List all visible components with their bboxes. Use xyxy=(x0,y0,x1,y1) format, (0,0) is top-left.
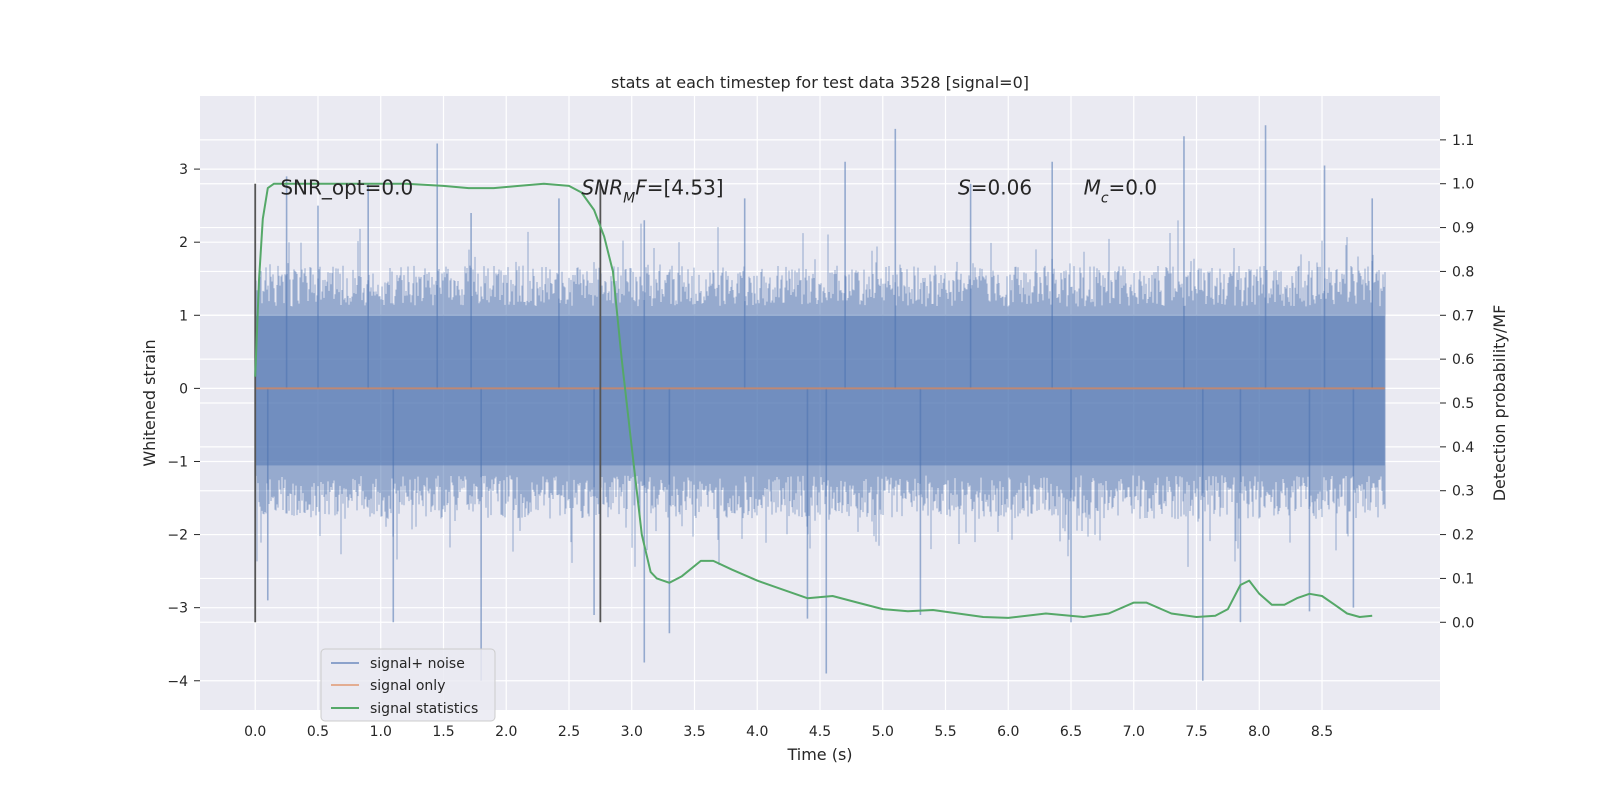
y2-tick-label: 0.9 xyxy=(1452,221,1474,237)
legend-label-signal-only: signal only xyxy=(370,678,445,694)
annotation: S=0.06 xyxy=(958,176,1032,200)
chart-title: stats at each timestep for test data 352… xyxy=(611,73,1029,92)
legend-label-signal-plus-noise: signal+ noise xyxy=(370,656,465,672)
annotation: SNR_opt=0.0 xyxy=(280,176,413,200)
annotation: Mc=0.0 xyxy=(1084,176,1158,207)
x-tick-label: 0.0 xyxy=(244,724,266,740)
x-axis-label: Time (s) xyxy=(786,745,852,764)
y-axis-ticks: 3 2 1 0 −1 −2 −3 −4 xyxy=(167,162,200,690)
legend-label-signal-statistics: signal statistics xyxy=(370,701,478,717)
x-tick-label: 8.0 xyxy=(1248,724,1270,740)
y-tick-label: −3 xyxy=(167,601,188,617)
x-tick-label: 0.5 xyxy=(307,724,329,740)
x-tick-label: 5.5 xyxy=(934,724,956,740)
annotations: SNR_opt=0.0 SNRMF=[4.53] S=0.06 Mc=0.0 xyxy=(280,176,1157,207)
y2-tick-label: 1.0 xyxy=(1452,177,1474,193)
x-tick-label: 6.5 xyxy=(1060,724,1082,740)
y-tick-label: −2 xyxy=(167,528,188,544)
y2-tick-label: 0.4 xyxy=(1452,440,1474,456)
signal-statistics-series xyxy=(254,182,1373,619)
legend: signal+ noise signal only signal statist… xyxy=(320,648,496,722)
vertical-markers xyxy=(254,183,602,623)
y2-tick-label: 1.1 xyxy=(1452,133,1474,149)
x-tick-label: 7.5 xyxy=(1185,724,1207,740)
y-tick-label: 3 xyxy=(179,162,188,178)
x-tick-label: 6.0 xyxy=(997,724,1019,740)
y2-tick-label: 0.6 xyxy=(1452,352,1474,368)
y2-tick-label: 0.1 xyxy=(1452,571,1474,587)
y2-tick-label: 0.8 xyxy=(1452,264,1474,280)
x-tick-label: 4.0 xyxy=(746,724,768,740)
y2-tick-label: 0.0 xyxy=(1452,615,1474,631)
y-tick-label: −4 xyxy=(167,674,188,690)
x-tick-label: 8.5 xyxy=(1311,724,1333,740)
y2-tick-label: 0.5 xyxy=(1452,396,1474,412)
y-tick-label: −1 xyxy=(167,454,188,470)
y2-axis-label: Detection probability/MF xyxy=(1490,305,1509,502)
y-tick-label: 1 xyxy=(179,308,188,324)
x-tick-label: 4.5 xyxy=(809,724,831,740)
x-tick-label: 3.0 xyxy=(621,724,643,740)
signal-statistics-line xyxy=(254,182,1373,619)
x-tick-label: 2.5 xyxy=(558,724,580,740)
x-tick-label: 2.0 xyxy=(495,724,517,740)
x-tick-label: 7.0 xyxy=(1123,724,1145,740)
y-axis-label: Whitened strain xyxy=(140,339,159,466)
x-tick-label: 1.0 xyxy=(370,724,392,740)
legend-box xyxy=(320,648,496,722)
y-tick-label: 2 xyxy=(179,235,188,251)
x-tick-label: 3.5 xyxy=(683,724,705,740)
y-tick-label: 0 xyxy=(179,381,188,397)
signal-plus-noise-series xyxy=(254,125,1386,681)
y2-axis-ticks: 1.1 1.0 0.9 0.8 0.7 0.6 0.5 0.4 0.3 0.2 0.1 0.0 xyxy=(1440,133,1474,631)
annotation: SNRMF=[4.53] xyxy=(582,176,724,207)
x-axis-ticks: 0.0 0.5 1.0 1.5 2.0 2.5 3.0 3.5 4.0 4.5 5.0 5.5 6.0 6… xyxy=(244,724,1333,740)
y2-tick-label: 0.3 xyxy=(1452,484,1474,500)
y2-tick-label: 0.7 xyxy=(1452,308,1474,324)
x-tick-label: 1.5 xyxy=(432,724,454,740)
y2-tick-label: 0.2 xyxy=(1452,528,1474,544)
x-tick-label: 5.0 xyxy=(872,724,894,740)
